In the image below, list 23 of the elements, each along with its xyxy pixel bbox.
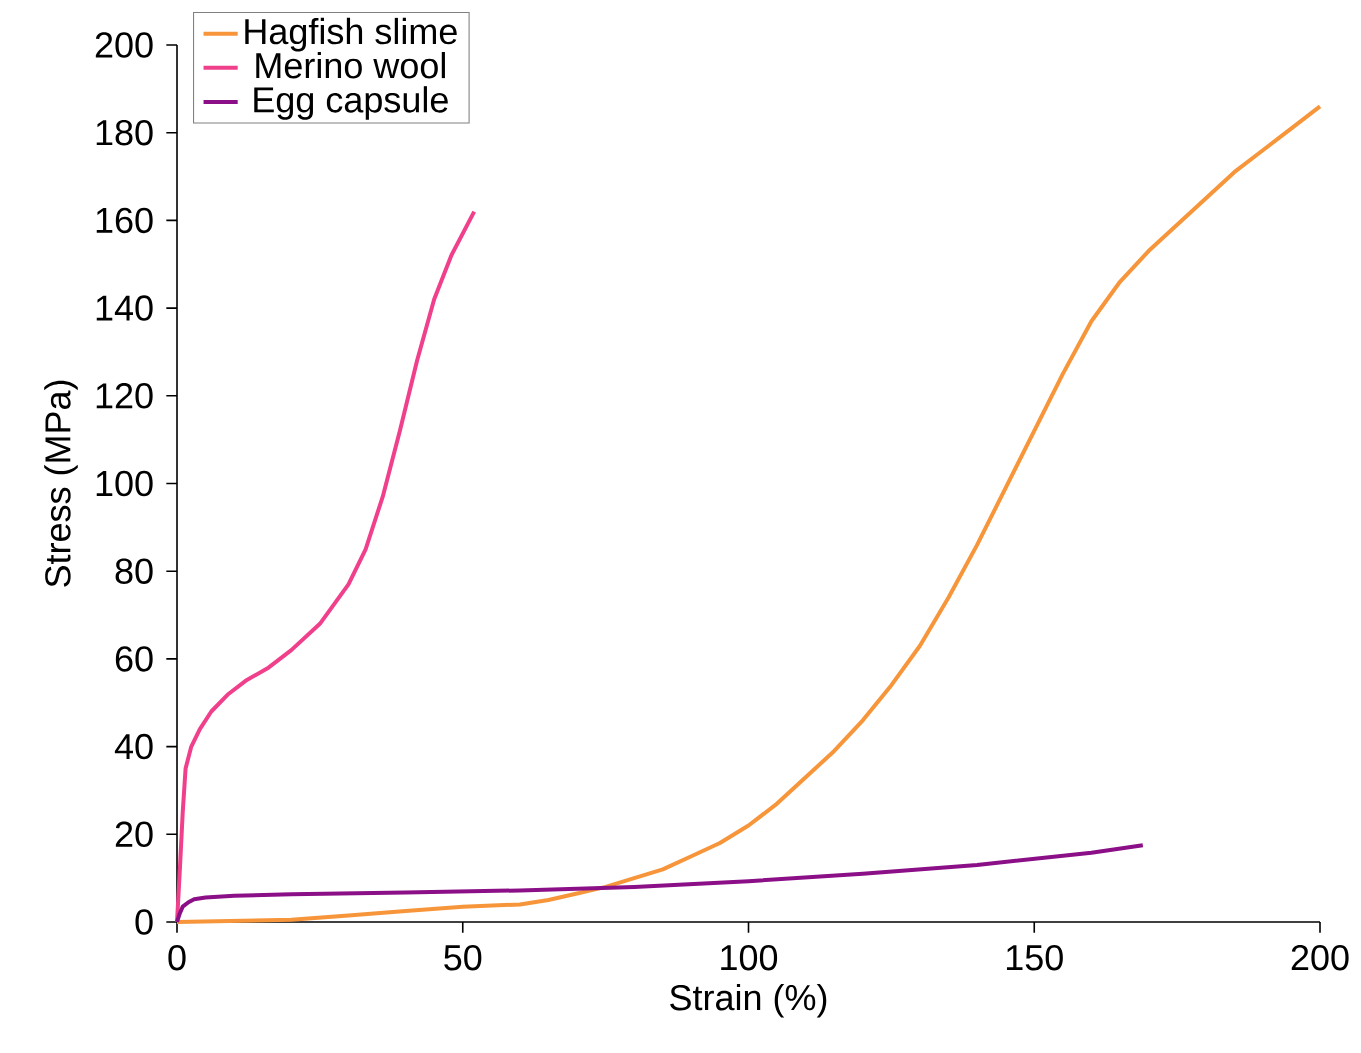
- y-tick-label: 180: [96, 119, 153, 146]
- legend-label: Hagfish slime: [245, 17, 457, 52]
- y-axis-title: Stress (MPa): [44, 380, 78, 587]
- x-axis-title: Strain (%): [670, 983, 827, 1018]
- y-tick-label: 120: [96, 383, 153, 409]
- x-tick-label: 100: [721, 944, 778, 971]
- x-tick-label: 50: [444, 944, 482, 971]
- legend-label: Merino wool: [256, 52, 445, 79]
- line-series: [175, 209, 477, 924]
- x-tick-label: 150: [1006, 944, 1063, 971]
- y-tick-label: 20: [115, 821, 153, 848]
- line-series: [175, 843, 1145, 924]
- y-tick-label: 60: [115, 646, 153, 672]
- y-tick-label: 80: [115, 558, 153, 584]
- y-tick-label: 140: [96, 295, 153, 321]
- legend-label: Egg capsule: [254, 86, 448, 120]
- x-tick-label: 0: [168, 944, 186, 971]
- x-tick-label: 200: [1291, 944, 1349, 971]
- y-tick-label: 100: [96, 470, 153, 497]
- y-tick-label: 40: [114, 733, 153, 760]
- y-tick-label: 0: [135, 909, 153, 935]
- y-tick-label: 200: [95, 32, 153, 58]
- y-tick-label: 160: [96, 207, 153, 234]
